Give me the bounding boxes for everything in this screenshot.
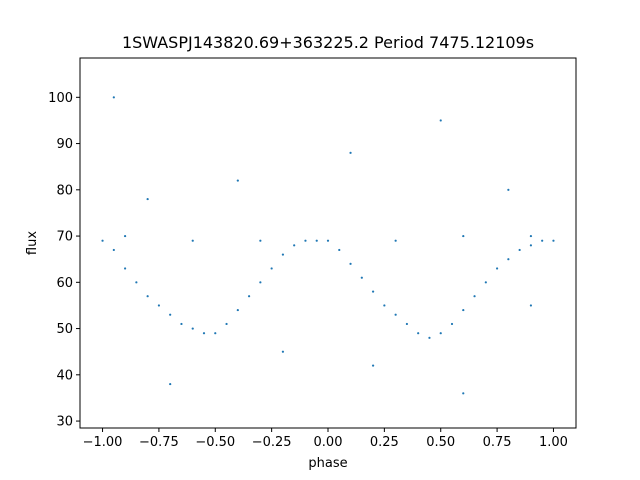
data-point [462, 392, 465, 395]
data-point [281, 253, 285, 256]
data-point [349, 151, 352, 154]
data-point [484, 281, 487, 284]
x-tick-label: −0.50 [195, 435, 235, 450]
y-tick-label: 100 [48, 91, 73, 106]
x-axis: −1.00 −0.75 −0.50 −0.25 0.00 0.25 0.50 0.75 1.00 [83, 428, 568, 450]
data-point [236, 179, 239, 182]
y-tick-label: 50 [56, 322, 73, 337]
data-point [225, 322, 228, 326]
y-tick-label: 90 [56, 137, 73, 152]
data-point [349, 262, 352, 265]
data-point [304, 239, 307, 242]
data-point [450, 322, 454, 326]
data-point [315, 239, 318, 242]
data-point [202, 332, 206, 335]
data-point [135, 281, 138, 284]
x-tick-label: 0.25 [370, 435, 399, 450]
data-point [371, 290, 375, 293]
y-tick-label: 70 [56, 230, 73, 245]
x-tick-label: −0.75 [139, 435, 179, 450]
data-point [507, 258, 510, 261]
data-point [123, 267, 127, 270]
data-point [169, 382, 172, 386]
points-layer [101, 96, 555, 395]
data-point [281, 350, 285, 353]
data-point [112, 96, 115, 99]
x-tick-label: 0.75 [483, 435, 512, 450]
y-tick-label: 40 [56, 368, 73, 383]
x-tick-label: 0.00 [314, 435, 343, 450]
data-point [383, 304, 386, 307]
data-point [270, 267, 273, 270]
data-point [507, 188, 510, 191]
x-tick-label: −1.00 [83, 435, 123, 450]
y-tick-label: 30 [56, 415, 73, 430]
y-tick-label: 80 [56, 183, 73, 198]
data-point [236, 308, 239, 312]
data-point [360, 276, 363, 279]
data-point [529, 304, 533, 307]
data-point [473, 295, 476, 298]
x-tick-label: 0.50 [426, 435, 455, 450]
data-point [495, 267, 499, 270]
data-point [462, 234, 465, 238]
y-axis: 30 40 50 60 70 80 90 100 [48, 91, 80, 430]
data-point [146, 197, 149, 201]
x-tick-label: 1.00 [539, 435, 568, 450]
data-point [405, 322, 409, 326]
data-point [157, 304, 161, 307]
data-point [101, 239, 104, 242]
data-point [439, 332, 442, 335]
data-point [259, 281, 262, 284]
data-point [169, 313, 172, 316]
data-point [394, 239, 397, 242]
y-axis-label: flux [25, 231, 40, 255]
y-tick-label: 60 [56, 276, 73, 291]
data-point [180, 322, 183, 326]
data-point [191, 327, 194, 330]
data-point [146, 295, 149, 298]
data-point [541, 239, 544, 242]
data-point [214, 332, 217, 335]
data-point [417, 332, 420, 335]
x-axis-label: phase [308, 456, 347, 471]
chart-title: 1SWASPJ143820.69+363225.2 Period 7475.12… [122, 33, 534, 52]
data-point [191, 239, 194, 242]
data-point [259, 239, 262, 242]
data-point [247, 295, 251, 298]
data-point [326, 239, 330, 242]
data-point [552, 239, 555, 242]
data-point [428, 336, 431, 339]
data-point [394, 313, 397, 316]
data-point [529, 244, 533, 247]
x-tick-label: −0.25 [252, 435, 292, 450]
data-point [338, 248, 341, 252]
data-point [112, 248, 115, 252]
data-point [518, 248, 521, 252]
data-point [439, 119, 442, 122]
data-point [462, 308, 465, 312]
data-point [371, 364, 375, 367]
plot-frame [79, 57, 577, 429]
data-point [123, 234, 127, 238]
data-point [529, 234, 533, 238]
data-point [293, 244, 296, 247]
